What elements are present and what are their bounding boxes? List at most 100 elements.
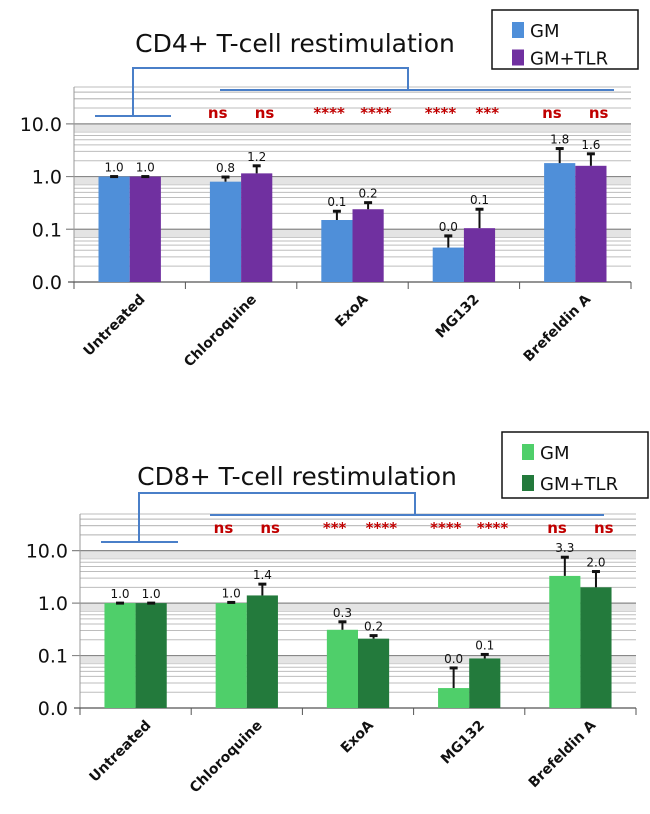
bar [463,228,496,282]
bar [98,176,130,282]
y-tick-label: 0.1 [38,646,68,668]
legend-label: GM [540,443,569,464]
category-label: Brefeldin A [526,717,600,791]
bar [215,603,247,708]
y-tick-label: 1.0 [38,593,68,615]
data-label: 1.6 [581,138,600,152]
significance-label: ns [255,104,275,122]
data-label: 0.1 [327,195,346,209]
bar [358,638,390,708]
significance-label: **** [366,519,398,537]
y-tick-label: 1.0 [32,167,62,189]
data-label: 1.2 [247,150,266,164]
bar [129,176,161,282]
data-label: 3.3 [555,541,574,555]
significance-label: ns [547,519,567,537]
category-label: Brefeldin A [521,291,595,365]
bracket-line [138,492,416,542]
chart-title: CD8+ T-cell restimulation [137,462,457,491]
category-label: MG132 [433,292,483,342]
bar [321,219,353,282]
comparison-bracket [95,67,614,117]
bar [352,209,384,282]
legend: GM GM+TLR [501,431,649,499]
bar [549,575,581,708]
significance-label: *** [323,519,347,537]
y-tick-label: 10.0 [20,114,62,136]
y-tick-label: 0.1 [32,219,62,241]
legend-swatch [522,444,534,460]
y-tick-label: 0.0 [32,272,62,294]
legend-label: GM+TLR [530,49,608,70]
category-label: Chloroquine [187,718,266,797]
chart-1: 0.0 0.1 1.0 10.0 1.0 1.0 Untreated 0.8 ns 1.2 ns Ch… [20,9,639,371]
major-band [80,550,636,559]
data-label: 0.3 [333,606,352,620]
significance-label: ns [589,104,609,122]
legend-box [501,431,649,499]
legend-label: GM+TLR [540,474,618,495]
data-label: 0.2 [359,187,378,201]
bar [326,629,358,708]
data-label: 0.0 [444,652,463,666]
category-label: ExoA [338,717,377,756]
data-label: 1.8 [550,133,569,147]
data-label: 1.0 [136,161,155,175]
y-tick-label: 0.0 [38,698,68,720]
significance-label: **** [425,104,457,122]
major-band [74,123,631,132]
legend-swatch [512,49,524,66]
significance-label: ns [214,519,234,537]
significance-label: **** [477,519,509,537]
comparison-bracket [101,492,604,543]
bar [580,587,612,708]
category-label: Untreated [86,718,154,786]
legend-swatch [522,475,534,491]
bar [438,688,470,708]
significance-label: ns [594,519,614,537]
bar [246,595,278,708]
bracket-line [132,67,409,116]
significance-label: **** [313,104,345,122]
bar [135,603,167,708]
bar [241,173,273,282]
data-label: 1.0 [110,587,129,601]
major-band [80,603,636,612]
significance-label: *** [476,104,500,122]
significance-label: **** [430,519,462,537]
category-label: Untreated [81,292,149,360]
data-label: 1.4 [253,568,272,582]
chart-2: 0.0 0.1 1.0 10.0 1.0 1.0 Untreated 1.0 ns 1.4 ns Ch… [26,431,649,797]
bar [575,165,607,282]
significance-label: ns [542,104,562,122]
bar [469,658,501,708]
significance-label: **** [360,104,392,122]
legend-label: GM [530,21,559,42]
data-label: 0.2 [364,620,383,634]
data-label: 0.1 [470,193,489,207]
gridlines [72,513,636,693]
major-band [74,176,631,185]
data-label: 2.0 [586,556,605,570]
bar [104,603,136,708]
bar [432,247,464,282]
y-tick-label: 10.0 [26,541,68,563]
legend: GM GM+TLR [491,9,639,70]
data-label: 1.0 [142,587,161,601]
data-label: 1.0 [222,586,241,600]
significance-label: ns [260,519,280,537]
legend-swatch [512,22,524,38]
category-label: Chloroquine [181,292,260,371]
data-label: 0.0 [439,220,458,234]
significance-label: ns [208,104,228,122]
data-label: 0.8 [216,161,235,175]
data-label: 0.1 [475,638,494,652]
bar [209,181,242,282]
category-label: ExoA [332,291,371,330]
bar [544,163,576,282]
gridlines [66,86,631,267]
data-label: 1.0 [105,161,124,175]
chart-title: CD4+ T-cell restimulation [135,29,455,58]
category-label: MG132 [438,718,488,768]
